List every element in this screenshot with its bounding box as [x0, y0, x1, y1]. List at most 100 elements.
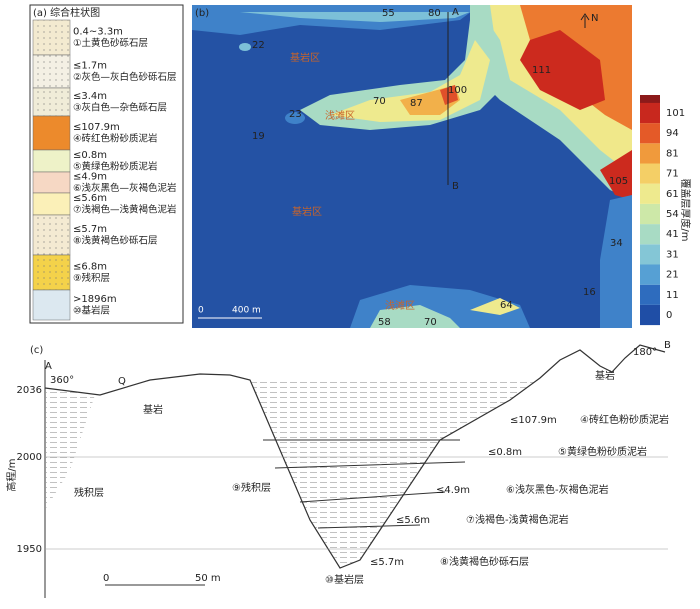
zone: [470, 298, 520, 315]
thickness: ≤0.8m: [488, 447, 522, 458]
y-tick-label: 2036: [17, 385, 42, 396]
thickness: ≤0.8m: [73, 150, 107, 161]
panel-label: (a) 综合柱状图: [33, 6, 100, 19]
colorbar-band: [640, 264, 660, 285]
swatch: [32, 289, 71, 321]
layer-name: ⑤黄绿色粉砂质泥岩: [73, 161, 158, 173]
zone: [600, 150, 632, 200]
zone-label: 浅滩区: [385, 299, 415, 312]
colorbar-band: [640, 244, 660, 265]
panel-b: (b) N A B 基岩区 浅滩区 基岩区 浅滩区 55 80 22 111 70 87 1…: [192, 5, 692, 328]
panel-c: (c) 高程/m 2036 2000 1950 ≤107.9m ④砖红色粉砂质泥岩 ≤0.…: [5, 340, 671, 598]
contour-label: 23: [289, 109, 302, 120]
rock: 基岩: [595, 369, 615, 382]
thickness: >1896m: [73, 294, 117, 305]
zone: [240, 12, 470, 22]
thickness: ≤107.9m: [510, 415, 557, 426]
contour-label: 105: [609, 176, 628, 187]
swatch: [33, 55, 70, 88]
colorbar-tick: 0: [666, 310, 672, 321]
contour-label: 70: [373, 96, 386, 107]
contour-label: 100: [448, 85, 467, 96]
thickness: ≤5.6m: [396, 515, 430, 526]
angle: 360°: [50, 375, 74, 386]
panel-label: (c): [30, 345, 43, 356]
scale-label: 0: [103, 573, 109, 584]
contour-label: 58: [378, 317, 391, 328]
scale-label: 400 m: [232, 306, 261, 316]
contour-label: 64: [500, 300, 513, 311]
scale-label: 50 m: [195, 573, 221, 584]
swatch: [32, 192, 71, 216]
layer-name: ③灰白色—杂色砾石层: [73, 102, 167, 114]
y-tick-label: 1950: [17, 544, 42, 555]
zone: [520, 30, 605, 110]
contour-label: 16: [583, 287, 596, 298]
swatch: [33, 88, 70, 116]
contour-label: 80: [428, 8, 441, 19]
colorbar-title: 覆盖层厚度/m: [679, 178, 692, 241]
basin-fill: [45, 388, 95, 510]
colorbar-band: [640, 284, 660, 305]
y-tick-label: 2000: [17, 452, 42, 463]
colorbar-tick: 101: [666, 108, 685, 119]
colorbar-tick: 31: [666, 249, 679, 260]
thickness: ≤5.7m: [73, 224, 107, 235]
colorbar-band: [640, 224, 660, 245]
north-arrow: [580, 13, 590, 28]
colorbar-cap: [640, 95, 660, 104]
basin-fill: [250, 378, 540, 568]
contour-label: 111: [532, 65, 551, 76]
thickness: 0.4~3.3m: [73, 27, 123, 38]
zone-label: 基岩区: [292, 205, 322, 218]
rock: 基岩: [143, 403, 163, 416]
swatch: [32, 171, 71, 194]
colorbar-band: [640, 102, 660, 124]
thickness: ≤5.6m: [73, 193, 107, 204]
contour-label: 19: [252, 131, 265, 142]
swatch: [32, 149, 71, 173]
swatch: [32, 115, 71, 151]
zone-label: 基岩区: [290, 51, 320, 64]
thickness: ≤4.9m: [73, 172, 107, 183]
layer-name: ②灰色—灰白色砂砾石层: [73, 71, 177, 83]
contour-label: 87: [410, 98, 423, 109]
layer-line: [263, 439, 466, 529]
contour-label: 55: [382, 8, 395, 19]
end: B: [664, 340, 671, 351]
layer-name: ④砖红色粉砂质泥岩: [73, 133, 158, 145]
layer-name: ⑥浅灰黑色-灰褐色泥岩: [506, 483, 609, 496]
thickness: ≤5.7m: [370, 557, 404, 568]
residual: ⑨残积层: [232, 481, 271, 494]
section-end: B: [452, 181, 459, 192]
contour-label: 22: [252, 40, 265, 51]
zone-label: 浅滩区: [325, 109, 355, 122]
colorbar-tick: 11: [666, 290, 679, 301]
zone: [239, 43, 251, 51]
colorbar-tick: 54: [666, 209, 679, 220]
thickness: ≤4.9m: [436, 485, 470, 496]
colorbar-band: [640, 304, 660, 326]
panel-label: (b): [195, 8, 209, 19]
q: Q: [118, 376, 126, 387]
section-start: A: [452, 7, 459, 18]
angle: 180°: [633, 347, 657, 358]
colorbar-tick: 94: [666, 128, 679, 139]
colorbar-band: [640, 163, 660, 184]
layer-name: ⑦浅褐色-浅黄褐色泥岩: [466, 513, 569, 526]
layer-name: ④砖红色粉砂质泥岩: [580, 413, 669, 426]
layer-name: ⑩基岩层: [73, 305, 110, 317]
layer-name: ⑦浅褐色—浅黄褐色泥岩: [73, 204, 177, 216]
thickness: ≤107.9m: [73, 122, 120, 133]
thickness: ≤3.4m: [73, 91, 107, 102]
zone: [600, 195, 632, 328]
zone: [440, 85, 458, 105]
contour-label: 34: [610, 238, 623, 249]
zone: [370, 305, 460, 328]
north: N: [591, 13, 598, 24]
layer-name: ⑧浅黄褐色砂砾石层: [73, 235, 158, 247]
layer-name: ⑥浅灰黑色—灰褐色泥岩: [73, 182, 177, 194]
start: A: [45, 361, 52, 372]
